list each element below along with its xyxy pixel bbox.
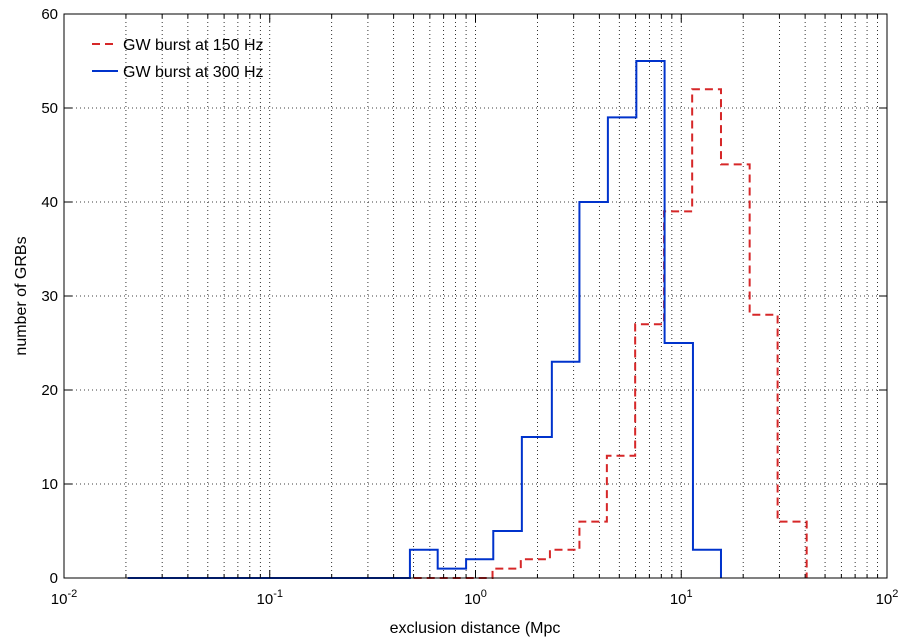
y-axis-title: number of GRBs xyxy=(13,236,30,355)
x-tick-label: 10-1 xyxy=(257,588,283,608)
legend: GW burst at 150 Hz GW burst at 300 Hz xyxy=(92,37,264,81)
x-tick-label: 100 xyxy=(464,588,487,608)
y-tick-label: 30 xyxy=(41,288,58,305)
legend-label: GW burst at 300 Hz xyxy=(123,64,264,81)
axis-ticks: 0 10 20 30 40 50 60 10-2 10-1 100 101 102 xyxy=(41,6,898,608)
series-line-2 xyxy=(127,60,722,579)
series-layer xyxy=(127,60,808,579)
x-axis-title: exclusion distance (Mpc xyxy=(390,620,561,637)
x-tick-label: 102 xyxy=(876,588,899,608)
y-tick-label: 10 xyxy=(41,476,58,493)
x-tick-label: 101 xyxy=(670,588,693,608)
y-tick-label: 20 xyxy=(41,382,58,399)
series-line-1 xyxy=(127,88,808,579)
legend-label: GW burst at 150 Hz xyxy=(123,37,264,54)
y-tick-label: 60 xyxy=(41,6,58,23)
y-tick-label: 40 xyxy=(41,194,58,211)
x-tick-label: 10-2 xyxy=(51,588,77,608)
y-tick-label: 50 xyxy=(41,100,58,117)
y-tick-label: 0 xyxy=(50,570,58,587)
